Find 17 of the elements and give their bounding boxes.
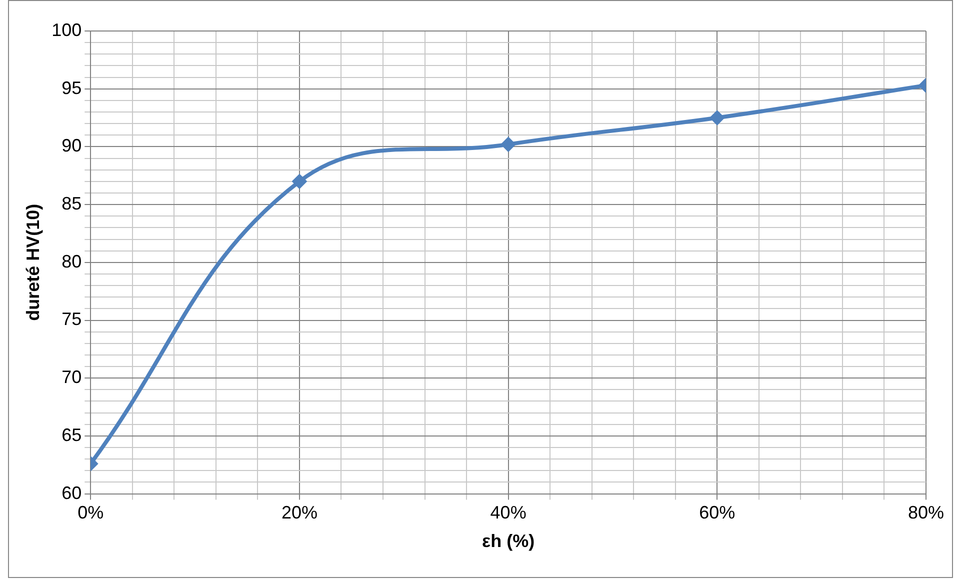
- y-tick-label: 65: [62, 424, 82, 445]
- x-tick-label: 40%: [490, 502, 526, 523]
- y-tick-label: 75: [62, 309, 82, 330]
- y-tick-label: 95: [62, 78, 82, 98]
- y-tick-label: 90: [62, 136, 82, 156]
- x-tick-label: 80%: [908, 502, 944, 523]
- y-tick-label: 80: [62, 251, 82, 272]
- y-tick-label: 100: [52, 20, 82, 40]
- x-tick-label: 20%: [281, 502, 318, 523]
- y-tick-label: 70: [62, 367, 82, 388]
- y-axis-title: dureté HV(10): [22, 204, 43, 321]
- y-tick-label: 60: [62, 482, 82, 503]
- y-tick-label: 85: [62, 194, 82, 214]
- x-tick-label: 60%: [699, 502, 736, 523]
- x-axis-title: εh (%): [482, 531, 535, 552]
- x-tick-label: 0%: [78, 502, 104, 523]
- point: [500, 136, 516, 152]
